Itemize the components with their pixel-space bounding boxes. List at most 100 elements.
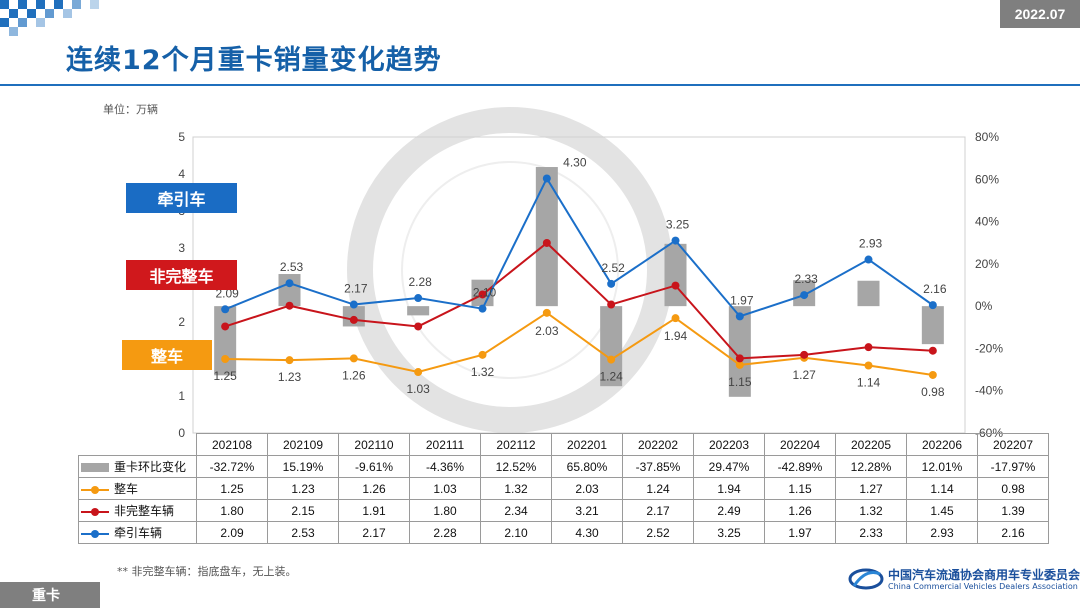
- line-incomplete-point: [414, 322, 423, 331]
- table-cell: 1.24: [622, 477, 694, 500]
- label-complete: 1.25: [213, 369, 237, 383]
- label-complete: 1.14: [857, 376, 881, 390]
- table-cell: -4.36%: [409, 455, 481, 478]
- left-axis-tick: 5: [178, 130, 185, 144]
- label-tractor: 3.25: [666, 218, 690, 232]
- bar-mom-change: [407, 306, 430, 316]
- table-cell: 2.34: [480, 499, 552, 522]
- series-name: 整车: [114, 482, 139, 496]
- table-cell: 1.97: [764, 521, 836, 544]
- line-complete-point: [735, 360, 744, 369]
- association-emblem-icon: [848, 568, 884, 590]
- table-cell: 12.52%: [480, 455, 552, 478]
- table-row: 牵引车辆 2.09 2.53 2.17 2.28 2.10 4.30 2.52 3.25 1.97…: [78, 521, 1049, 544]
- label-tractor: 2.16: [923, 282, 947, 296]
- line-tractor-point: [478, 304, 487, 313]
- left-axis-tick: 3: [178, 241, 185, 255]
- table-cell: 2.53: [267, 521, 339, 544]
- series-name: 非完整车辆: [114, 504, 175, 518]
- table-row-label: 牵引车辆: [78, 521, 197, 544]
- table-cell: 1.26: [764, 499, 836, 522]
- left-axis-tick: 0: [178, 426, 185, 440]
- bar-mom-change: [535, 167, 558, 307]
- line-tractor-point: [414, 294, 423, 303]
- table-row-label: 重卡环比变化: [78, 455, 197, 478]
- tag-tractor: 牵引车: [126, 183, 237, 213]
- label-complete: 2.03: [535, 324, 559, 338]
- line-incomplete-point: [285, 301, 294, 310]
- table-cell: 2.16: [977, 521, 1049, 544]
- table-cell: 12.01%: [906, 455, 978, 478]
- table-cell: 15.19%: [267, 455, 339, 478]
- right-axis-tick: 80%: [975, 130, 999, 144]
- line-tractor-point: [349, 300, 358, 309]
- label-tractor: 1.97: [730, 293, 754, 307]
- line-complete-point: [542, 308, 551, 317]
- label-complete: 1.94: [664, 329, 688, 343]
- table-cell: 2.10: [480, 521, 552, 544]
- table-header-month: 202108: [196, 433, 268, 456]
- line-complete-point: [864, 361, 873, 370]
- line-tractor-point: [928, 301, 937, 310]
- line-tractor: [224, 176, 934, 318]
- legend-line-swatch: [81, 507, 109, 517]
- table-cell: 2.17: [622, 499, 694, 522]
- table-cell: 2.33: [835, 521, 907, 544]
- table-cell: -37.85%: [622, 455, 694, 478]
- table-header-month: 202207: [977, 433, 1049, 456]
- label-complete: 1.24: [599, 370, 623, 384]
- right-axis-tick: 20%: [975, 257, 999, 271]
- table-cell: 2.49: [693, 499, 765, 522]
- table-header-month: 202204: [764, 433, 836, 456]
- table-row-label: 整车: [78, 477, 197, 500]
- table-cell: 1.15: [764, 477, 836, 500]
- bar-mom-change: [921, 306, 944, 345]
- plot-frame: [192, 136, 966, 434]
- table-cell: 1.27: [835, 477, 907, 500]
- label-tractor: 2.17: [344, 282, 368, 296]
- table-row-label: 非完整车辆: [78, 499, 197, 522]
- table-cell: 1.26: [338, 477, 410, 500]
- page-title: 连续12个月重卡销量变化趋势: [66, 45, 442, 76]
- line-incomplete-point: [800, 350, 809, 359]
- line-complete-point: [414, 368, 423, 377]
- table-cell: 3.25: [693, 521, 765, 544]
- line-complete-point: [221, 355, 230, 363]
- left-axis-tick: 1: [178, 389, 185, 403]
- line-complete-point: [285, 356, 294, 365]
- table-cell: 12.28%: [835, 455, 907, 478]
- line-incomplete-point: [864, 343, 873, 352]
- label-tractor: 2.28: [408, 275, 432, 289]
- bar-mom-change: [728, 306, 751, 397]
- table-corner: [78, 433, 197, 456]
- table-cell: 1.14: [906, 477, 978, 500]
- label-complete: 1.32: [471, 365, 495, 379]
- table-cell: 1.39: [977, 499, 1049, 522]
- date-badge: 2022.07: [1000, 0, 1080, 28]
- table-header-month: 202201: [551, 433, 623, 456]
- line-tractor-point: [735, 312, 744, 321]
- table-header-month: 202205: [835, 433, 907, 456]
- line-complete: [225, 311, 933, 376]
- line-tractor-point: [221, 305, 230, 314]
- unit-label: 单位：万辆: [103, 103, 158, 116]
- label-complete: 0.98: [921, 385, 945, 399]
- tag-incomplete: 非完整车: [126, 260, 237, 290]
- line-complete-point: [607, 355, 616, 364]
- table-cell: 65.80%: [551, 455, 623, 478]
- table-cell: -9.61%: [338, 455, 410, 478]
- table-cell: -32.72%: [196, 455, 268, 478]
- association-name-cn: 中国汽车流通协会商用车专业委员会: [888, 568, 1080, 582]
- bar-mom-change: [600, 306, 623, 387]
- label-complete: 1.26: [342, 368, 366, 382]
- table-cell: 1.45: [906, 499, 978, 522]
- table-header-month: 202112: [480, 433, 552, 456]
- footnote: ** 非完整车辆：指底盘车，无上装。: [117, 565, 297, 578]
- line-tractor-point: [800, 291, 809, 300]
- table-cell: 2.52: [622, 521, 694, 544]
- line-incomplete-point: [735, 354, 744, 363]
- table-cell: -17.97%: [977, 455, 1049, 478]
- line-incomplete-point: [928, 346, 937, 355]
- bar-mom-change: [664, 243, 687, 307]
- table-cell: 1.25: [196, 477, 268, 500]
